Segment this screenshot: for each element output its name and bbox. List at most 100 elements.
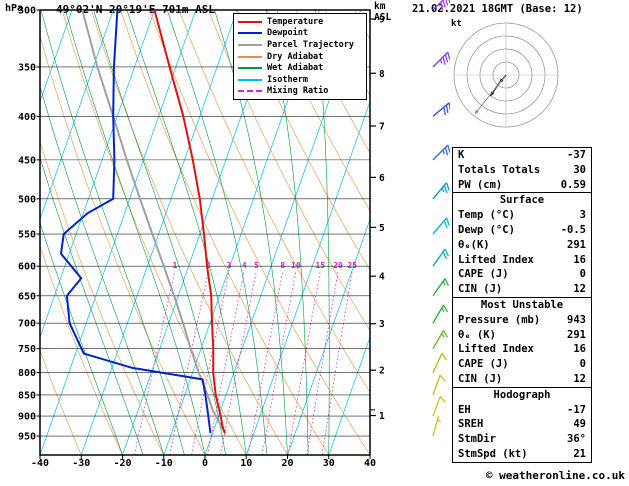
legend-item: Wet Adiabat — [238, 62, 362, 74]
table-row: StmDir 36° — [453, 432, 591, 447]
isotherm-line — [40, 10, 73, 103]
barb-feather — [447, 144, 450, 153]
barb-stem — [432, 415, 440, 437]
legend-line-sample — [238, 55, 262, 58]
km-tick-label: 7 — [379, 122, 385, 133]
table-row: θₑ (K) 291 — [453, 328, 591, 343]
pressure-tick-label: 500 — [18, 194, 36, 205]
parcel-trajectory-curve — [81, 10, 226, 434]
legend-item: Isotherm — [238, 74, 362, 86]
indices-panel: K -37 Totals Totals 30 PW (cm) 0.59 Surface Tem… — [452, 147, 592, 463]
temp-tick-label: 40 — [364, 458, 376, 469]
legend-line-sample — [238, 43, 262, 46]
row-label: CIN (J) — [458, 372, 503, 385]
km-tick-label: 5 — [379, 223, 385, 234]
mixing-ratio-line — [248, 271, 284, 455]
row-label: Temp (°C) — [458, 209, 515, 222]
row-value: 291 — [567, 238, 586, 251]
barb-stem — [432, 353, 443, 373]
km-tick-label: 3 — [379, 319, 385, 330]
row-value: 12 — [573, 283, 586, 296]
barb-feather — [442, 251, 448, 260]
barb-feather — [445, 104, 449, 114]
barb-half-feather — [440, 59, 443, 64]
mixing-ratio-value-label: 5 — [254, 261, 259, 270]
mixing-ratio-line — [306, 271, 339, 455]
legend-line-sample — [238, 90, 262, 93]
barb-feather — [445, 0, 449, 6]
profiles-layer — [59, 10, 226, 434]
storm-motion-arrow — [474, 74, 507, 115]
legend-item: Parcel Trajectory — [238, 39, 362, 51]
mixing-ratio-line — [220, 271, 257, 455]
temp-tick-label: 30 — [323, 458, 335, 469]
dry-adiabat-line — [40, 349, 82, 455]
hodograph-unit-label: kt — [451, 19, 462, 29]
legend-line-sample — [238, 78, 262, 81]
table-row: SREH 49 — [453, 417, 591, 432]
storm-motion-arrow — [474, 109, 479, 114]
temperature-curve — [153, 10, 226, 434]
hodograph: kt — [451, 19, 559, 128]
barb-feather — [445, 182, 450, 191]
barb-stem — [432, 248, 446, 267]
row-label: Lifted Index — [458, 343, 534, 356]
km-axis-label: km — [374, 1, 386, 12]
row-label: CIN (J) — [458, 283, 503, 296]
isotherm-line — [328, 336, 370, 455]
wind-barb — [432, 374, 446, 396]
mixing-ratio-line — [321, 271, 353, 455]
pressure-tick-label: 550 — [18, 230, 36, 241]
dewpoint-curve — [59, 10, 212, 434]
panel-section: Most Unstable Pressure (mb) 943 θₑ (K) 291 Li… — [452, 296, 592, 388]
isotherm-line — [245, 100, 370, 455]
row-label: Lifted Index — [458, 253, 534, 266]
row-label: Dewp (°C) — [458, 223, 515, 236]
legend-item: Mixing Ratio — [238, 86, 362, 98]
mixing-ratio-value-label: 1 — [172, 261, 177, 270]
row-value: 0 — [579, 358, 586, 371]
temp-tick-label: -10 — [155, 458, 173, 469]
row-label: Totals Totals — [458, 163, 541, 176]
pressure-tick-label: 700 — [18, 319, 36, 330]
mixing-ratio-line — [207, 271, 245, 455]
dry-adiabat-line — [40, 35, 206, 455]
barb-half-feather — [441, 187, 445, 193]
row-value: 3 — [579, 209, 586, 222]
row-value: 0.59 — [560, 178, 586, 191]
temp-tick-label: -30 — [72, 458, 90, 469]
barb-stem — [432, 304, 445, 324]
barb-feather — [443, 107, 446, 116]
row-value: -17 — [567, 403, 586, 416]
wind-barb — [432, 330, 449, 350]
barb-feather — [442, 56, 446, 65]
row-value: 291 — [567, 328, 586, 341]
isotherm-line — [80, 10, 238, 455]
mixing-ratio-line — [191, 271, 230, 455]
km-tick-label: 1 — [379, 411, 385, 422]
dry-adiabat-line — [237, 10, 370, 271]
row-value: 30 — [573, 163, 586, 176]
barb-feather — [442, 330, 449, 338]
mixing-ratio-value-label: 20 — [333, 261, 343, 270]
panel-section-title: Surface — [499, 194, 545, 207]
dry-adiabat-line — [295, 10, 370, 154]
isotherm-line — [287, 218, 370, 455]
legend-item-label: Wet Adiabat — [267, 63, 324, 74]
barb-feather — [441, 353, 447, 361]
barb-feather — [443, 185, 448, 194]
barb-stem — [432, 217, 448, 235]
barb-feather — [443, 220, 448, 229]
barb-feather — [442, 0, 446, 8]
barb-half-feather — [441, 333, 445, 338]
table-row: Lifted Index 16 — [453, 342, 591, 357]
mixing-ratio-value-label: 15 — [315, 261, 325, 270]
mixing-ratio-value-label: 8 — [280, 261, 285, 270]
row-label: CAPE (J) — [458, 268, 509, 281]
barb-feather — [445, 217, 450, 226]
km-tick-label: 6 — [379, 173, 385, 184]
legend-line-sample — [238, 32, 262, 35]
skewt-chart: 1 2 3 4 5 8 10 15 20 2530035040045050055060065070… — [18, 0, 450, 469]
legend-item-label: Dewpoint — [267, 28, 308, 39]
row-value: -37 — [567, 149, 586, 161]
